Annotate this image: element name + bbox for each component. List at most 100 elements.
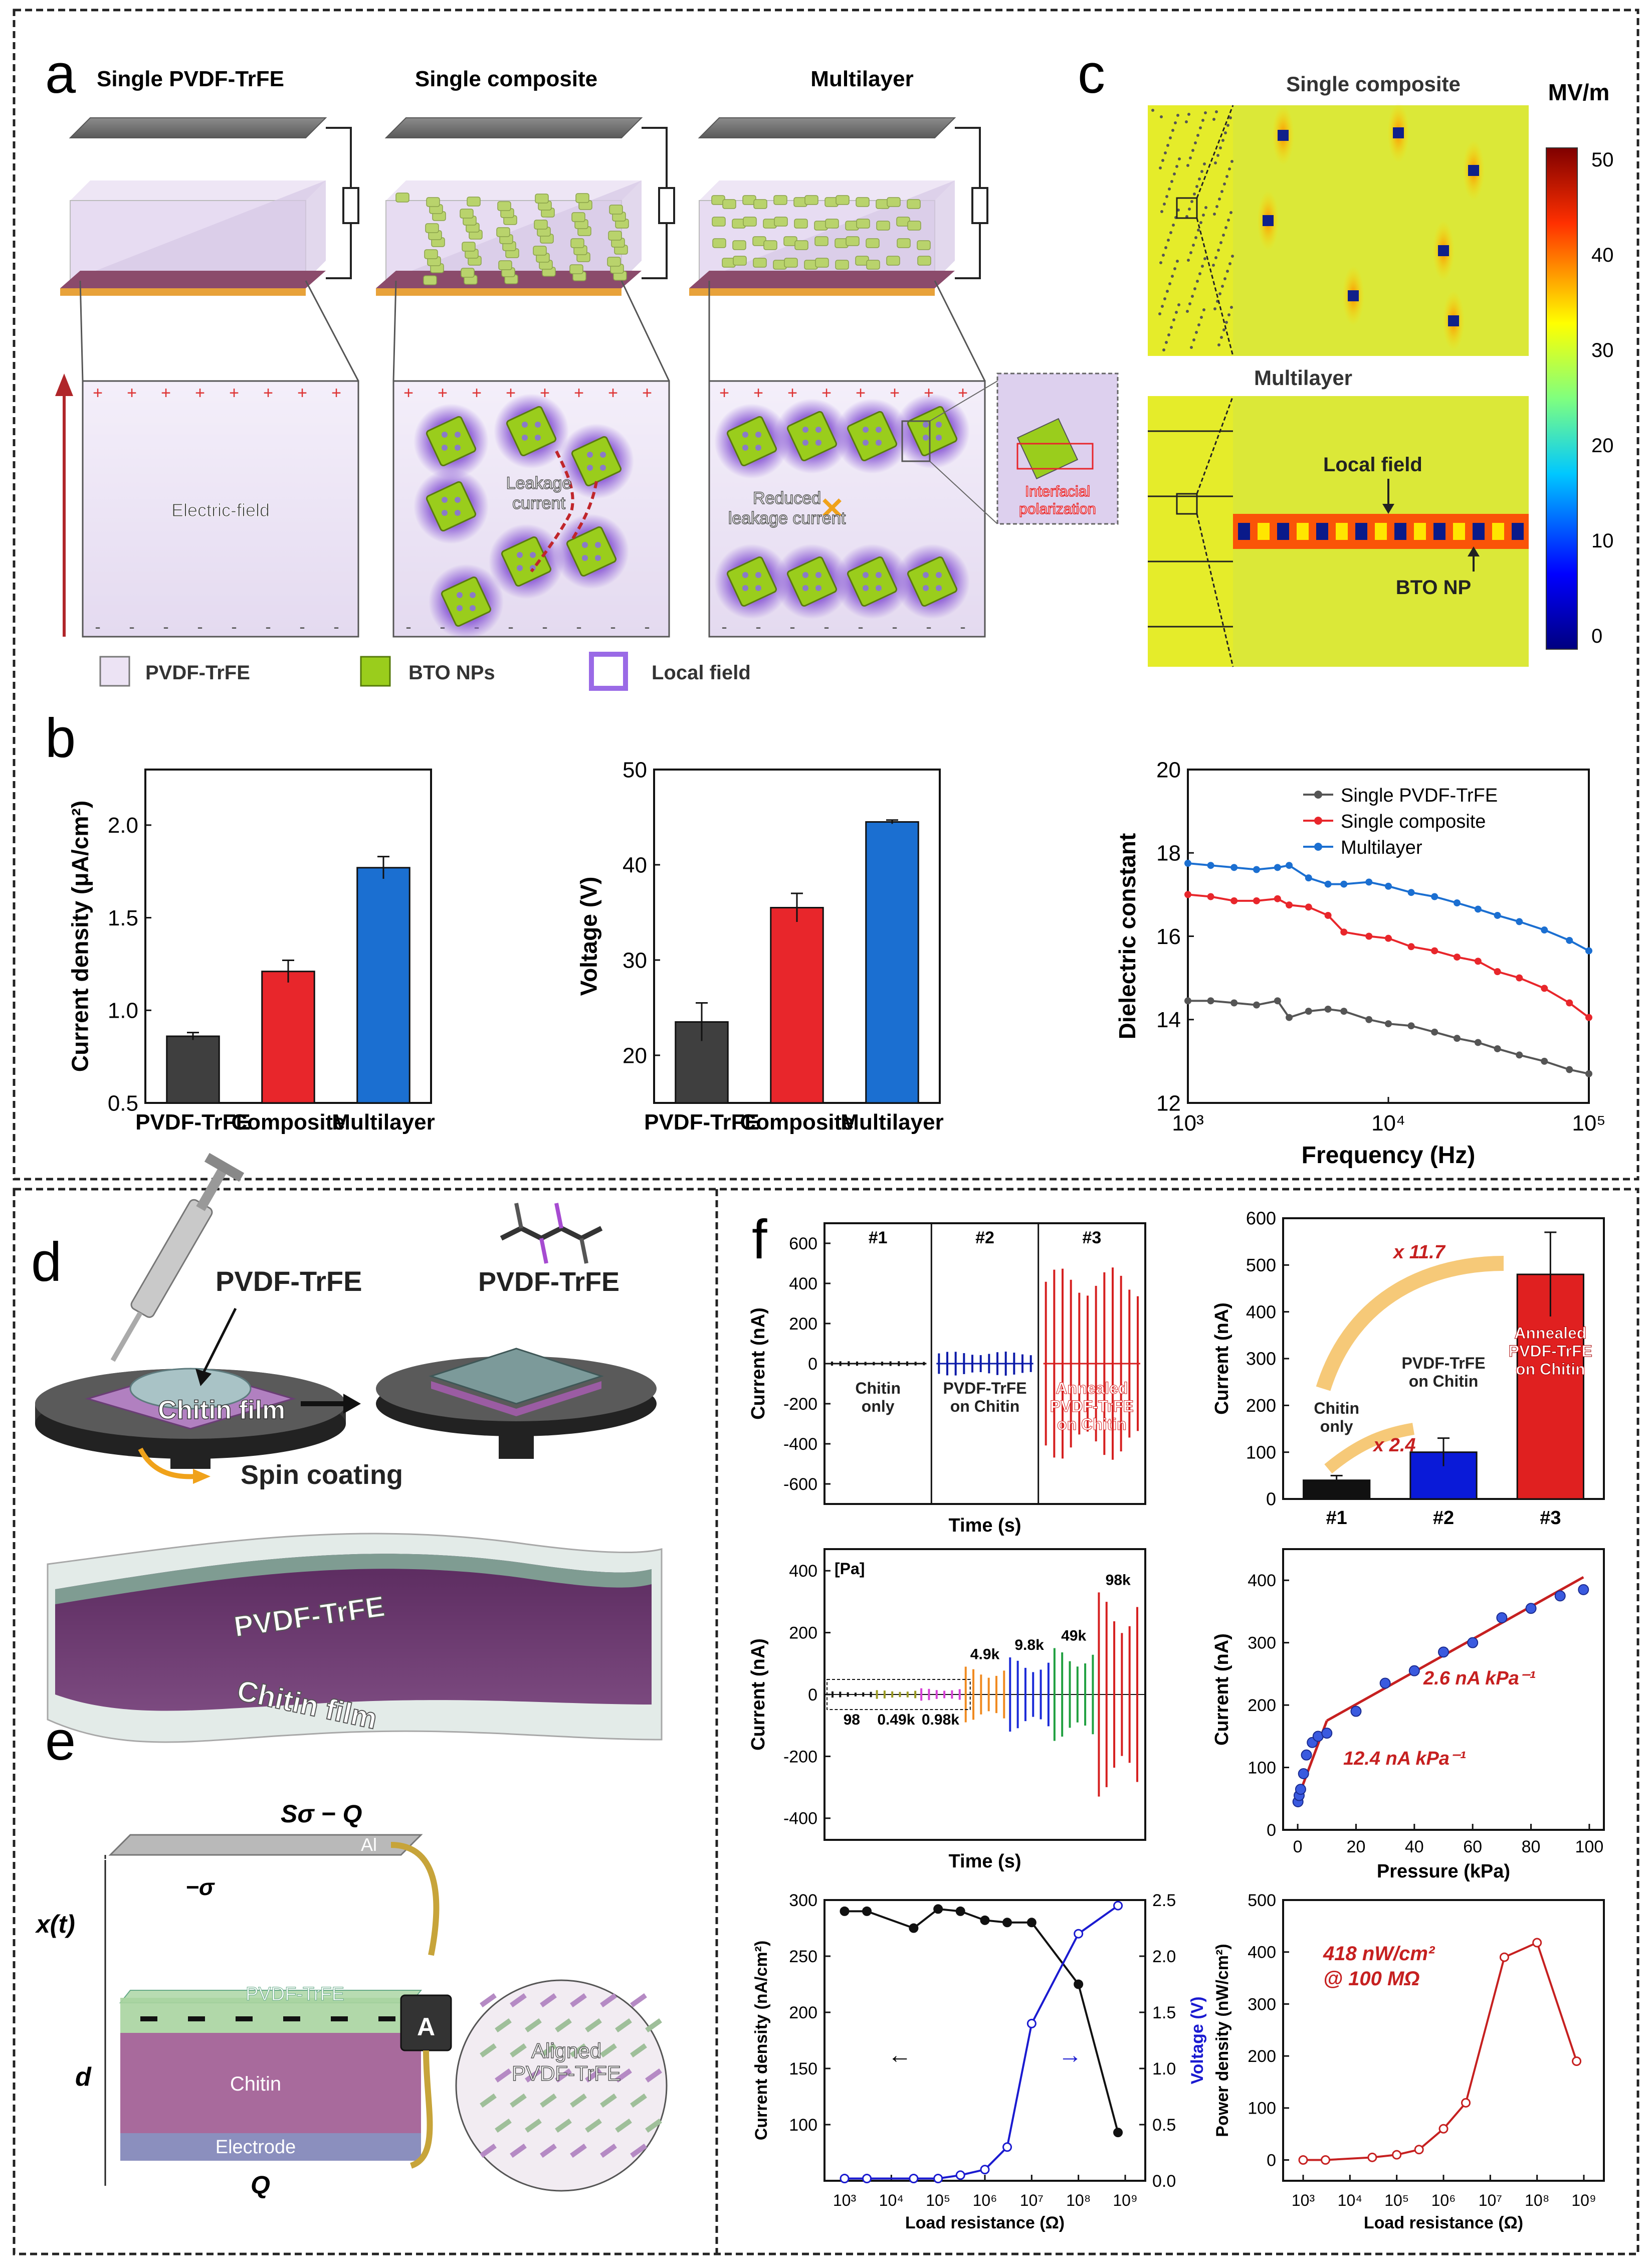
- panel-label-c: c: [1078, 43, 1105, 105]
- group-label: 0.49k: [877, 1712, 915, 1728]
- lattice-bond: [495, 2018, 512, 2033]
- y-tick-label: 200: [789, 2003, 817, 2022]
- bto-particle: [856, 197, 870, 207]
- series-point-1: [955, 2170, 965, 2180]
- y-tick-label: 300: [789, 1891, 817, 1910]
- field-arrow-head: [55, 373, 73, 396]
- lattice-bond: [540, 2143, 557, 2158]
- c-sample-dot: [1175, 311, 1178, 314]
- y-tick-label: 200: [1248, 1696, 1276, 1715]
- resistor-1: [658, 187, 675, 224]
- c-band-cell: [1433, 523, 1446, 540]
- bto-multilayer-3: [907, 406, 958, 457]
- c-top-leader-2: [1196, 218, 1234, 356]
- c-sample-dot: [1219, 241, 1222, 244]
- series-point-0: [980, 1915, 990, 1925]
- bto-composite-5-dot: [582, 555, 588, 561]
- bto-multilayer-7: [907, 556, 958, 607]
- x-tick-label: PVDF-TrFE: [135, 1110, 251, 1135]
- lattice-bond: [570, 2143, 587, 2158]
- c-sample-dot: [1198, 177, 1201, 180]
- series-point-0: [1385, 1020, 1392, 1028]
- bto-multilayer-5-dot: [802, 572, 808, 578]
- chart-f3: 400 200 0 -200 -400 [Pa] 98 0.49k 0.98k 4.9k 9.8k 4…: [748, 1548, 1146, 1872]
- legend-swatch-pvdf: [99, 656, 130, 687]
- c-sample-dot: [1218, 292, 1221, 295]
- c-sample-dot: [1196, 280, 1199, 283]
- bto-composite-3-dot: [455, 510, 461, 516]
- series-point-1: [1365, 932, 1373, 940]
- lattice-bond: [630, 1993, 647, 2008]
- bto-composite-6-dot: [457, 605, 463, 611]
- y-tick-label: 20: [623, 1043, 647, 1068]
- y-tick-label: 200: [1246, 1395, 1276, 1416]
- c-sample-dot: [1177, 303, 1180, 306]
- series-point-2: [1474, 905, 1482, 913]
- series-point-1: [933, 2174, 943, 2184]
- spin-arrow-icon: [138, 1447, 196, 1479]
- c-sample-dot: [1198, 272, 1201, 275]
- c-sample-dot: [1213, 307, 1216, 310]
- c-sample-dot: [1174, 121, 1177, 124]
- c-sample-dot: [1165, 341, 1168, 344]
- bto-multilayer-3-dot: [936, 422, 942, 428]
- plus-charge: +: [438, 384, 448, 403]
- c-sample-dot: [1217, 249, 1220, 252]
- lattice-bond: [600, 1993, 617, 2008]
- c-sample-dot: [1216, 154, 1219, 157]
- minus-charge: -: [755, 618, 761, 637]
- legend-pvdf: PVDF-TrFE: [145, 662, 250, 684]
- series-point-2: [1365, 878, 1373, 886]
- bto-particle: [784, 258, 798, 268]
- x-tick-label: Composite: [740, 1110, 854, 1135]
- bto-composite-5: [566, 526, 617, 577]
- c-sample-dot: [1222, 234, 1225, 237]
- x-tick-label: 60: [1463, 1837, 1482, 1856]
- lattice-bond: [510, 2093, 527, 2108]
- y-tick-label: 2.5: [1152, 1891, 1176, 1910]
- y-axis-label: Current (nA): [748, 1307, 769, 1420]
- c-sample-dot: [1212, 118, 1215, 121]
- segment-text: on Chitin: [950, 1397, 1020, 1415]
- bto-particle: [395, 193, 409, 203]
- plus-charge: +: [958, 384, 968, 403]
- minus-charge: -: [333, 618, 339, 637]
- c-band-cell: [1277, 523, 1289, 540]
- bar-label: PVDF-TrFE: [1401, 1354, 1485, 1372]
- c-sample-dot: [1170, 326, 1173, 329]
- y-tick-label: 500: [1248, 1891, 1276, 1910]
- c-sample-dot: [1214, 256, 1217, 259]
- series-point-0: [1494, 1045, 1501, 1052]
- series-point-0: [1585, 1070, 1592, 1077]
- e-electrode-label: Electrode: [216, 2137, 296, 2158]
- series-line-0: [845, 1908, 1119, 2133]
- plus-charge: +: [161, 384, 171, 403]
- series-point-1: [862, 2174, 872, 2184]
- series-point-1: [1113, 1901, 1123, 1911]
- growth-arrow-11-icon: [1316, 1256, 1504, 1391]
- x-tick-label: #1: [1326, 1507, 1347, 1529]
- bto-composite-0-dot: [442, 445, 448, 451]
- plus-charge: +: [719, 384, 729, 403]
- film-top-0: [70, 180, 326, 201]
- c-sample-dot: [1165, 195, 1168, 198]
- plus-charge: +: [856, 384, 866, 403]
- c-sample-dot: [1161, 159, 1164, 162]
- y-tick-label: 600: [789, 1234, 817, 1253]
- series-point-0: [1431, 1028, 1438, 1036]
- c-sample-dot: [1219, 146, 1222, 149]
- series-point-0: [1026, 1918, 1037, 1928]
- series-point-0: [1541, 1057, 1548, 1065]
- bto-particle: [467, 197, 481, 207]
- e-x-label: x(t): [35, 1910, 75, 1938]
- plus-charge: +: [297, 384, 307, 403]
- lattice-bond: [495, 2068, 512, 2083]
- c-sample-dot: [1185, 120, 1188, 123]
- inset-leader-2: [929, 461, 998, 524]
- c-band-cell: [1238, 523, 1250, 540]
- c-top-zoom: [1176, 197, 1198, 219]
- bto-particle: [607, 257, 621, 267]
- bottom-electrode-2: [689, 288, 935, 296]
- annotation-11: x 11.7: [1392, 1242, 1446, 1263]
- resistor-0: [342, 187, 359, 224]
